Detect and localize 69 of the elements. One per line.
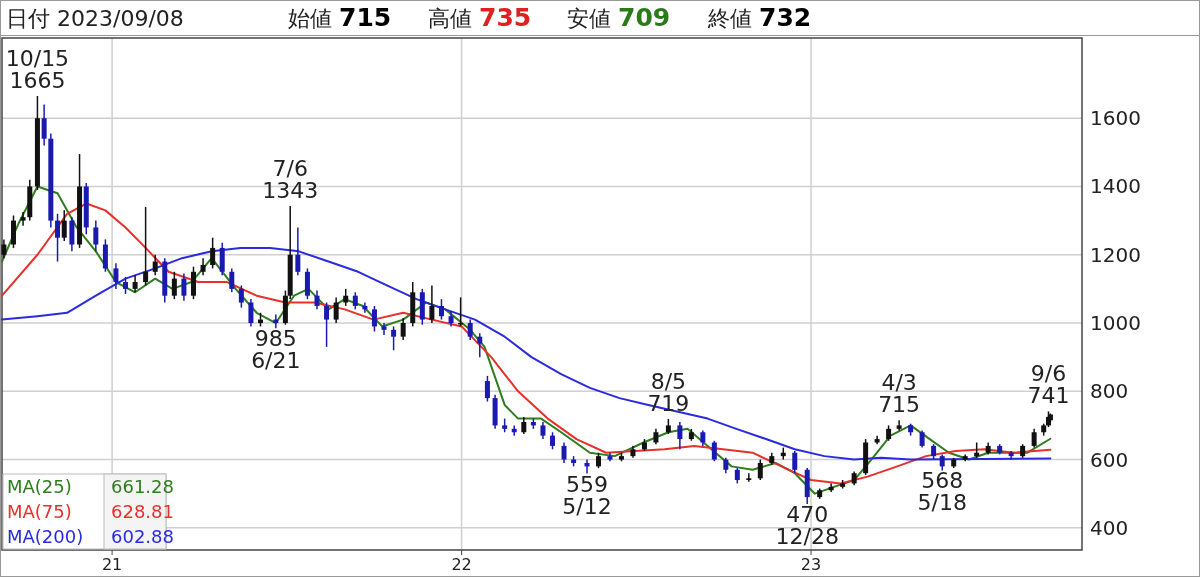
- candlestick: [314, 289, 320, 311]
- candlestick: [102, 238, 108, 273]
- y-tick-label: 800: [1090, 379, 1129, 404]
- candlestick: [371, 305, 377, 333]
- candlestick: [467, 318, 473, 341]
- annotation: 568 5/18: [917, 468, 967, 516]
- candlestick: [143, 206, 149, 287]
- candlestick: [61, 209, 67, 242]
- y-tick-label: 600: [1090, 447, 1129, 472]
- candlestick: [896, 419, 902, 432]
- annotation: 559 5/12: [562, 471, 612, 519]
- candlestick: [792, 450, 798, 474]
- candlestick: [438, 298, 444, 321]
- text: 始値 715: [288, 3, 392, 32]
- annotation: 8/5 719: [647, 368, 690, 416]
- annotation: 7/6 1343: [262, 155, 319, 203]
- candlestick: [677, 421, 683, 451]
- candlestick: [304, 267, 310, 300]
- candlestick: [248, 298, 254, 328]
- candlestick: [484, 375, 490, 403]
- candlestick: [1031, 428, 1037, 449]
- y-tick-label: 1400: [1090, 174, 1141, 199]
- annotation: 470 12/28: [775, 501, 839, 549]
- candlestick: [1, 238, 7, 259]
- text: 安値 709: [567, 3, 671, 32]
- annotation: 628.81: [111, 501, 174, 522]
- candlestick: [20, 211, 26, 227]
- annotation: 985 6/21: [251, 326, 301, 374]
- annotation: 9/6 741: [1027, 361, 1070, 409]
- chart-title: 日付 2023/09/08: [6, 6, 184, 31]
- text: 終値 732: [707, 3, 812, 32]
- candlestick: [400, 317, 406, 341]
- candlestick: [561, 441, 567, 464]
- candlestick: [219, 242, 225, 276]
- candlestick: [458, 296, 464, 328]
- x-tick-label: 23: [800, 555, 822, 574]
- annotation: 661.28: [111, 476, 174, 497]
- candlestick: [229, 267, 235, 294]
- candlestick: [295, 226, 301, 276]
- annotation: 602.88: [111, 526, 174, 547]
- legend: MA(25) 661.28 MA(75) 628.81 MA(200) 602.88: [2, 473, 174, 550]
- candlestick: [55, 213, 61, 263]
- y-tick-label: 1200: [1090, 242, 1141, 267]
- x-tick-label: 21: [101, 555, 123, 574]
- candlestick: [181, 272, 187, 302]
- candlestick: [190, 265, 196, 300]
- candlestick: [113, 262, 119, 290]
- candlestick: [10, 214, 16, 249]
- candlestick: [93, 219, 99, 253]
- candlestick: [711, 440, 717, 462]
- x-tick-label: 22: [451, 555, 472, 574]
- text: 高値 735: [428, 3, 532, 32]
- annotation: 4/3 715: [878, 370, 921, 418]
- candlestick: [41, 103, 47, 147]
- candlestick: [238, 284, 244, 309]
- candlestick: [171, 271, 177, 300]
- y-tick-label: 1600: [1090, 106, 1141, 131]
- candlestick: [746, 472, 752, 483]
- candlestick: [391, 325, 397, 352]
- candlestick: [69, 216, 75, 253]
- candlestick: [324, 301, 330, 348]
- candlestick: [152, 254, 158, 276]
- candlestick: [210, 236, 216, 270]
- candlestick: [757, 458, 763, 481]
- candlestick: [333, 296, 339, 324]
- y-tick-label: 1000: [1090, 311, 1141, 336]
- annotation: 10/15 1665: [5, 46, 70, 94]
- y-tick-label: 400: [1090, 515, 1129, 540]
- candlestick: [429, 284, 435, 324]
